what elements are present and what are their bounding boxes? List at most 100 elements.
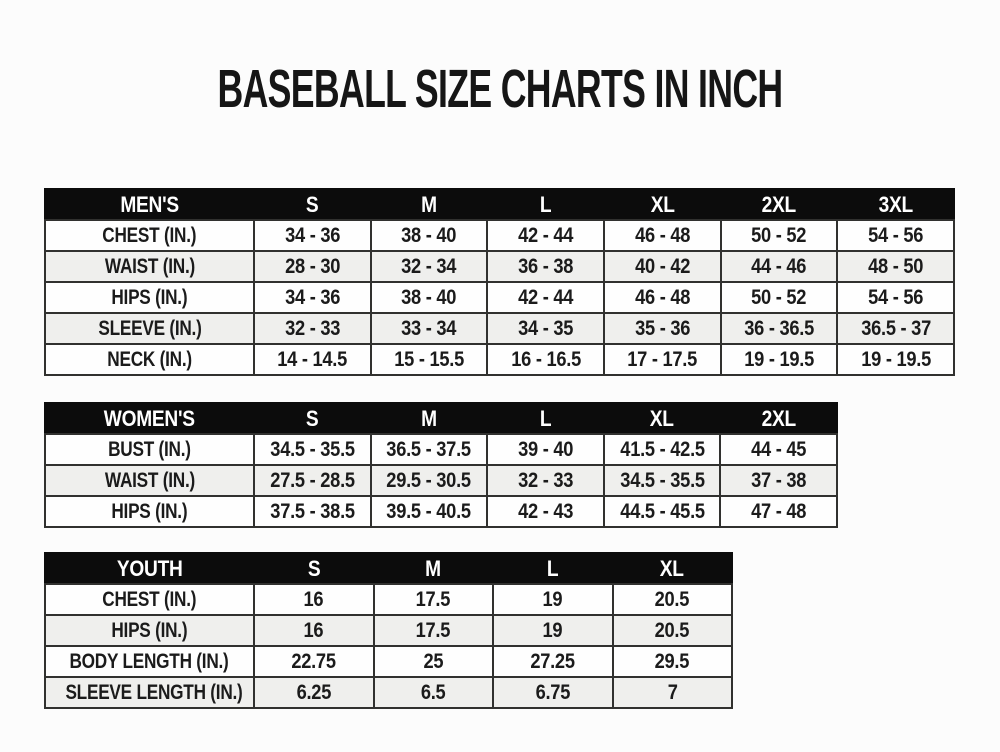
cell-text: 36 - 38 <box>518 254 574 278</box>
cell-text: L <box>539 405 552 431</box>
size-value: 44 - 46 <box>719 250 839 283</box>
size-value: 7 <box>611 676 733 709</box>
cell-text: 27.5 - 28.5 <box>270 468 355 492</box>
size-value: 41.5 - 42.5 <box>602 433 722 466</box>
cell-text: XL <box>650 191 675 217</box>
measurement-label: HIPS (IN.) <box>44 614 255 647</box>
cell-text: 39 - 40 <box>517 437 574 461</box>
size-row: SLEEVE (IN.) 32 - 33 33 - 34 34 - 35 35 - 36… <box>44 312 955 345</box>
cell-text: 38 - 40 <box>401 223 457 247</box>
size-column-header: XL <box>602 402 722 435</box>
cell-text: 42 - 43 <box>517 499 574 523</box>
cell-text: 19 - 19.5 <box>860 347 931 371</box>
cell-text: 6.25 <box>296 680 332 704</box>
cell-text: 19 <box>542 587 563 611</box>
cell-text: WAIST (IN.) <box>104 254 195 278</box>
cell-text: 50 - 52 <box>751 285 807 309</box>
cell-text: YOUTH <box>116 555 183 581</box>
cell-text: 16 - 16.5 <box>510 347 581 371</box>
cell-text: SLEEVE (IN.) <box>97 316 202 340</box>
cell-text: WAIST (IN.) <box>104 468 195 492</box>
cell-text: 34 - 36 <box>284 285 340 309</box>
cell-text: 19 - 19.5 <box>744 347 814 371</box>
size-column-header: 2XL <box>719 402 838 435</box>
size-chart-table-youth: YOUTH S M L XL CHEST (IN.) 16 17.5 19 20.5 HIPS (I… <box>44 552 733 709</box>
size-value: 40 - 42 <box>602 250 722 283</box>
cell-text: 48 - 50 <box>868 254 924 278</box>
size-row: HIPS (IN.) 34 - 36 38 - 40 42 - 44 46 - 48 50… <box>44 281 955 314</box>
cell-text: XL <box>660 555 685 581</box>
cell-text: 54 - 56 <box>868 223 924 247</box>
cell-text: 42 - 44 <box>518 285 574 309</box>
cell-text: BODY LENGTH (IN.) <box>69 649 230 673</box>
measurement-label: SLEEVE LENGTH (IN.) <box>44 676 255 709</box>
size-value: 29.5 - 30.5 <box>369 464 489 497</box>
cell-text: 20.5 <box>654 587 690 611</box>
size-value: 19 - 19.5 <box>836 343 955 376</box>
cell-text: S <box>306 405 319 431</box>
size-column-header: 2XL <box>719 188 839 221</box>
size-value: 16 <box>253 614 375 647</box>
size-value: 6.25 <box>253 676 375 709</box>
size-value: 17.5 <box>372 583 494 616</box>
size-value: 36 - 36.5 <box>719 312 839 345</box>
cell-text: 17.5 <box>415 587 451 611</box>
cell-text: 34 - 36 <box>284 223 340 247</box>
cell-text: 14 - 14.5 <box>277 347 348 371</box>
size-value: 50 - 52 <box>719 281 839 314</box>
cell-text: 32 - 33 <box>284 316 340 340</box>
cell-text: S <box>306 191 319 217</box>
cell-text: 20.5 <box>654 618 690 642</box>
size-value: 46 - 48 <box>602 281 722 314</box>
measurement-label: WAIST (IN.) <box>44 464 255 497</box>
size-value: 34 - 35 <box>486 312 605 345</box>
size-value: 42 - 44 <box>486 219 605 252</box>
size-chart-table-mens: MEN'S S M L XL 2XL 3XL CHEST (IN.) 34 - 36 38 - 4… <box>44 188 955 376</box>
size-value: 25 <box>372 645 494 678</box>
size-value: 38 - 40 <box>369 281 489 314</box>
size-value: 34 - 36 <box>253 219 372 252</box>
size-value: 34 - 36 <box>253 281 372 314</box>
cell-text: 6.75 <box>535 680 571 704</box>
cell-text: 47 - 48 <box>751 499 807 523</box>
measurement-label: HIPS (IN.) <box>44 495 255 528</box>
header-row: MEN'S S M L XL 2XL 3XL <box>44 188 955 221</box>
size-column-header: L <box>486 188 605 221</box>
cell-text: 39.5 - 40.5 <box>386 499 472 523</box>
size-value: 19 <box>492 614 614 647</box>
cell-text: 6.5 <box>420 680 446 704</box>
cell-text: WOMEN'S <box>104 405 195 431</box>
size-column-header: S <box>253 402 372 435</box>
size-row: NECK (IN.) 14 - 14.5 15 - 15.5 16 - 16.5 17 … <box>44 343 955 376</box>
cell-text: 17.5 <box>415 618 451 642</box>
cell-text: HIPS (IN.) <box>111 618 188 642</box>
cell-text: 22.75 <box>291 649 337 673</box>
cell-text: 29.5 <box>654 649 690 673</box>
size-value: 48 - 50 <box>836 250 955 283</box>
cell-text: 54 - 56 <box>868 285 924 309</box>
size-value: 34.5 - 35.5 <box>602 464 722 497</box>
size-column-header: M <box>369 402 489 435</box>
cell-text: CHEST (IN.) <box>102 587 197 611</box>
cell-text: L <box>539 191 552 217</box>
cell-text: 29.5 - 30.5 <box>386 468 472 492</box>
cell-text: 38 - 40 <box>401 285 457 309</box>
cell-text: 28 - 30 <box>284 254 340 278</box>
cell-text: 44 - 45 <box>751 437 807 461</box>
cell-text: HIPS (IN.) <box>111 499 188 523</box>
size-row: CHEST (IN.) 16 17.5 19 20.5 <box>44 583 733 616</box>
size-value: 32 - 34 <box>369 250 489 283</box>
size-value: 32 - 33 <box>253 312 372 345</box>
size-value: 34.5 - 35.5 <box>253 433 372 466</box>
size-value: 50 - 52 <box>719 219 839 252</box>
cell-text: 46 - 48 <box>634 223 690 247</box>
size-value: 36.5 - 37 <box>836 312 955 345</box>
table-title-cell-mens: MEN'S <box>44 188 255 221</box>
size-value: 16 - 16.5 <box>486 343 605 376</box>
size-column-header: L <box>486 402 605 435</box>
size-value: 36.5 - 37.5 <box>369 433 489 466</box>
size-value: 14 - 14.5 <box>253 343 372 376</box>
header-row: WOMEN'S S M L XL 2XL <box>44 402 838 435</box>
cell-text: 2XL <box>761 405 797 431</box>
size-value: 39 - 40 <box>486 433 605 466</box>
